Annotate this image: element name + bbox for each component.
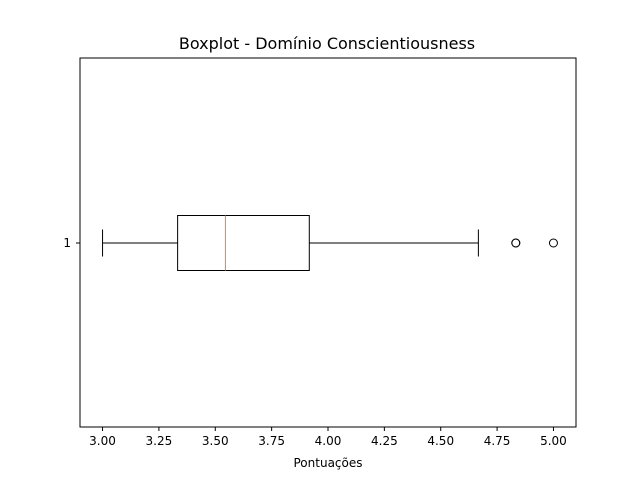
x-tick-label: 3.50 [202,434,229,448]
x-axis-label: Pontuações [294,456,363,470]
x-tick-label: 4.50 [427,434,454,448]
chart-marks [102,215,558,271]
x-tick-label: 3.00 [89,434,116,448]
y-tick-label: 1 [63,236,71,250]
x-tick-label: 4.25 [371,434,398,448]
x-tick-label: 3.25 [146,434,173,448]
y-axis-ticks: 1 [63,236,80,250]
chart-title: Boxplot - Domínio Conscientiousness [179,34,475,53]
x-tick-label: 4.75 [484,434,511,448]
x-tick-label: 5.00 [540,434,567,448]
outlier-point [548,238,558,248]
x-tick-label: 4.00 [315,434,342,448]
outlier-point [511,238,521,248]
x-tick-label: 3.75 [258,434,285,448]
box-iqr [177,215,310,271]
x-axis-ticks: 3.00 3.25 3.50 3.75 4.00 4.25 4.50 4.75 5.00 [89,427,567,448]
